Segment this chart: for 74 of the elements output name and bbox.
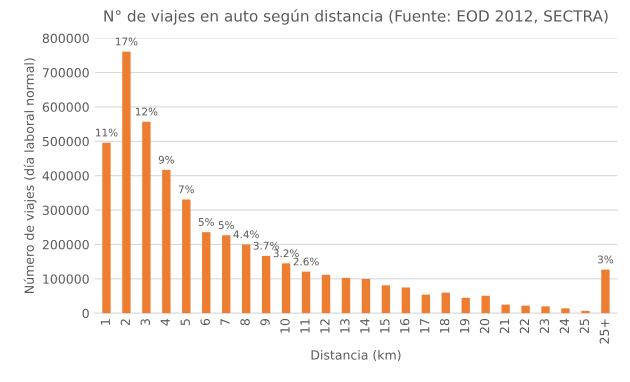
chart-title: N° de viajes en auto según distancia (Fuente: EOD 2012, SECTRA) bbox=[104, 9, 608, 25]
bar bbox=[481, 296, 490, 314]
annotation: 7% bbox=[178, 185, 194, 194]
x-tick-label: 8 bbox=[240, 318, 250, 326]
bar bbox=[462, 298, 470, 314]
x-tick-label: 4 bbox=[160, 318, 170, 326]
y-tick-label: 500000 bbox=[42, 136, 89, 146]
x-tick-label: 1 bbox=[100, 319, 110, 325]
y-tick-label: 0 bbox=[82, 308, 89, 318]
bar bbox=[202, 232, 210, 314]
bar bbox=[222, 235, 230, 314]
x-tick-label: 22 bbox=[520, 319, 530, 334]
annotation: 12% bbox=[136, 108, 158, 116]
annotation: 9% bbox=[158, 156, 174, 164]
x-axis-title: Distancia (km) bbox=[312, 350, 400, 362]
x-tick-label: 24 bbox=[560, 318, 569, 334]
x-tick-label: 7 bbox=[220, 319, 230, 326]
y-tick-label: 400000 bbox=[42, 171, 89, 181]
bar bbox=[501, 304, 510, 314]
y-tick-label: 300000 bbox=[42, 206, 89, 216]
annotation: 2.6% bbox=[294, 258, 319, 266]
y-tick-label: 600000 bbox=[42, 102, 89, 112]
x-tick-label: 10 bbox=[280, 318, 290, 333]
bar bbox=[402, 287, 410, 314]
annotation: 3% bbox=[598, 256, 614, 264]
bar bbox=[601, 270, 610, 314]
x-tick-label: 25 bbox=[580, 319, 590, 334]
x-tick-label: 14 bbox=[360, 318, 370, 333]
annotation: 3.7% bbox=[254, 242, 279, 250]
x-tick-label: 2 bbox=[120, 319, 130, 326]
x-tick-label: 6 bbox=[200, 318, 210, 326]
x-tick-label: 17 bbox=[420, 319, 430, 333]
x-tick-label: 25+ bbox=[600, 319, 610, 344]
annotation: 4.4% bbox=[233, 230, 259, 238]
bar bbox=[282, 263, 290, 314]
x-tick-label: 15 bbox=[380, 319, 390, 333]
bar bbox=[162, 170, 171, 314]
bar bbox=[102, 142, 111, 314]
annotation: 5% bbox=[198, 218, 214, 226]
bar bbox=[342, 278, 350, 314]
x-tick-label: 9 bbox=[260, 318, 270, 326]
annotation: 17% bbox=[116, 38, 138, 46]
bar bbox=[142, 122, 151, 314]
bar bbox=[262, 256, 270, 314]
x-tick-label: 21 bbox=[500, 319, 510, 334]
x-tick-label: 5 bbox=[180, 319, 190, 326]
bar bbox=[382, 285, 390, 314]
annotation: 5% bbox=[218, 221, 234, 230]
x-tick-label: 20 bbox=[480, 318, 490, 334]
y-tick-label: 800000 bbox=[42, 34, 89, 44]
x-tick-label: 3 bbox=[140, 319, 150, 326]
bar bbox=[302, 272, 310, 314]
bar bbox=[362, 278, 370, 314]
bar bbox=[422, 294, 430, 314]
bar bbox=[442, 292, 450, 314]
y-tick-label: 700000 bbox=[42, 68, 89, 78]
bar bbox=[182, 199, 190, 314]
x-tick-label: 11 bbox=[300, 319, 310, 333]
bar bbox=[521, 306, 530, 314]
bar bbox=[322, 274, 330, 314]
y-tick-label: 200000 bbox=[42, 240, 89, 250]
bar bbox=[541, 306, 550, 314]
x-tick-label: 23 bbox=[540, 319, 550, 334]
y-tick-label: 100000 bbox=[43, 274, 89, 284]
x-tick-label: 18 bbox=[440, 318, 450, 333]
bar bbox=[122, 52, 131, 314]
bar bbox=[242, 244, 250, 314]
x-tick-label: 12 bbox=[320, 319, 330, 333]
x-tick-label: 16 bbox=[400, 318, 410, 333]
annotation: 11% bbox=[96, 128, 118, 137]
y-axis-title: Número de viajes (día laboral normal) bbox=[24, 58, 36, 293]
x-tick-label: 19 bbox=[460, 318, 470, 333]
x-tick-label: 13 bbox=[340, 319, 350, 333]
annotation: 3.2% bbox=[274, 249, 299, 258]
